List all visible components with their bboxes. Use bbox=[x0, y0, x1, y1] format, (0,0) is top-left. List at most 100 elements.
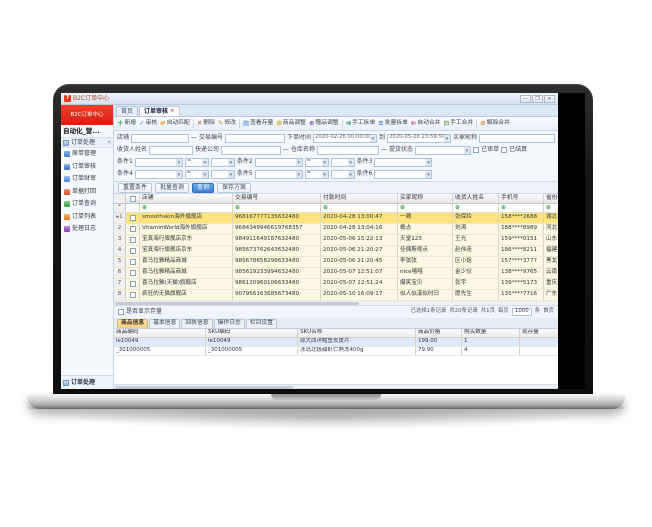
row-checkbox[interactable] bbox=[129, 215, 136, 221]
table-row[interactable]: 8 疯狂的无猫旗舰店 907956163685673480 2020-05-10… bbox=[114, 290, 558, 301]
tab-close-icon[interactable]: × bbox=[170, 107, 175, 114]
condition3-field-select[interactable] bbox=[374, 157, 433, 167]
table-row[interactable]: 6 喜马拉雅精品商城 985619233994632480 2020-05-07… bbox=[114, 268, 558, 279]
horizontal-scrollbar[interactable] bbox=[114, 301, 558, 306]
detail-row[interactable]: le10049 le10049 原大西洋鳕鱼去皮片 199.00 1 bbox=[114, 338, 558, 347]
sidebar-item-process-log[interactable]: 处理日志 bbox=[61, 223, 113, 236]
filter-cell[interactable]: ⊕ bbox=[398, 204, 453, 212]
trade-no-input[interactable] bbox=[225, 133, 286, 143]
edit-button[interactable]: ✎ 修改 bbox=[218, 120, 236, 127]
condition1-op-select[interactable]: = bbox=[184, 157, 209, 167]
sidebar-item-order-query[interactable]: 订单查询 bbox=[61, 198, 113, 211]
table-row[interactable]: 5 喜马拉雅精品商城 985678658298633480 2020-05-06… bbox=[114, 257, 558, 268]
sidebar-bottom-order-processing[interactable]: 订单处理 bbox=[61, 375, 113, 389]
buyer-nick-input[interactable] bbox=[479, 133, 555, 143]
detail-tab-goods-info[interactable]: 商品信息 bbox=[117, 319, 149, 328]
col-sku-name[interactable]: SKU名称 bbox=[298, 329, 416, 337]
detail-row[interactable]: _301000005 _301000005 冰岛北极甜虾仁熟冻400g 79.9… bbox=[114, 347, 558, 356]
row-checkbox[interactable] bbox=[129, 270, 136, 276]
detail-tab-operation-log[interactable]: 操作日志 bbox=[213, 319, 245, 328]
row-checkbox[interactable] bbox=[129, 292, 136, 298]
condition5-value-select[interactable] bbox=[330, 169, 355, 179]
col-shop[interactable]: 店铺 bbox=[140, 194, 233, 203]
reset-conditions-button[interactable]: 重置条件 bbox=[118, 182, 153, 193]
condition6-field-select[interactable] bbox=[374, 169, 433, 179]
sidebar-item-order-audit[interactable]: 订单审核 bbox=[61, 161, 113, 174]
order-time-start-picker[interactable]: 2020-02-26 00:00:00 bbox=[313, 133, 378, 143]
select-all-checkbox[interactable] bbox=[129, 195, 136, 202]
filter-cell[interactable]: ⊕ bbox=[499, 204, 544, 212]
order-time-end-picker[interactable]: 2020-05-26 23:59:59 bbox=[387, 133, 452, 143]
col-trade-no[interactable]: 交易编号 bbox=[233, 194, 321, 203]
filter-cell[interactable]: ⊕ bbox=[140, 204, 233, 212]
table-row[interactable]: 4 宝真海行旗舰店京东 985673762643632480 2020-05-0… bbox=[114, 246, 558, 257]
col-buyer-nick[interactable]: 买家昵称 bbox=[398, 194, 453, 203]
condition5-field-select[interactable] bbox=[254, 169, 303, 179]
manual-merge-button[interactable]: ⊟ 手工合并 bbox=[444, 120, 474, 127]
page-size-input[interactable]: 1000 bbox=[511, 308, 532, 316]
condition4-field-select[interactable] bbox=[134, 169, 183, 179]
condition2-field-select[interactable] bbox=[254, 157, 303, 167]
table-row[interactable]: 2 VitaminWorld海外旗舰店 9684349946619768357 … bbox=[114, 224, 558, 235]
col-sku-code[interactable]: SKU编码 bbox=[206, 329, 298, 337]
condition2-value-select[interactable] bbox=[330, 157, 355, 167]
gift-adjust-button[interactable]: ⊕ 赠品调整 bbox=[309, 120, 339, 127]
query-button[interactable]: 查询 bbox=[192, 182, 215, 193]
table-row[interactable]: 3 宝真海行旗舰店京东 984911649187632480 2020-05-0… bbox=[114, 235, 558, 246]
pick-status-select[interactable] bbox=[415, 145, 472, 155]
col-goods-code[interactable]: 商品编码 bbox=[114, 329, 206, 337]
minimize-button[interactable]: — bbox=[520, 94, 531, 103]
show-stock-checkbox[interactable] bbox=[118, 309, 124, 315]
audit-button[interactable]: ✓ 审核 bbox=[139, 120, 157, 127]
scrollbar-thumb[interactable] bbox=[115, 302, 360, 305]
detail-tab-receipt-info[interactable]: 回执信息 bbox=[181, 319, 213, 328]
condition5-op-select[interactable]: = bbox=[304, 169, 329, 179]
tab-home[interactable]: 首页 bbox=[116, 106, 139, 116]
sidebar-item-raw-orders[interactable]: 原单管理 bbox=[61, 148, 113, 161]
add-button[interactable]: ＋新增 bbox=[117, 120, 136, 127]
warehouse-input[interactable] bbox=[317, 145, 380, 155]
filter-cell[interactable]: ⊕ bbox=[453, 204, 499, 212]
scrollbar-thumb[interactable] bbox=[115, 386, 293, 389]
sidebar-item-order-list[interactable]: 订单列表 bbox=[61, 211, 113, 224]
maximize-button[interactable]: ❐ bbox=[532, 94, 543, 103]
tab-order-audit[interactable]: 订单审核 × bbox=[139, 106, 180, 116]
col-pay-time[interactable]: 付款时间 bbox=[321, 194, 398, 203]
express-input[interactable] bbox=[221, 145, 282, 155]
col-price[interactable]: 商品价格 bbox=[416, 329, 462, 337]
audited-checkbox[interactable] bbox=[473, 147, 480, 153]
sidebar-group-order-processing[interactable]: 订单处理 « bbox=[61, 137, 113, 148]
unmerge-button[interactable]: ⊘ 解除合并 bbox=[480, 120, 510, 127]
manual-split-button[interactable]: ⇉ 手工拆单 bbox=[346, 120, 376, 127]
batch-split-button[interactable]: ≡ 批量拆单 bbox=[378, 120, 408, 127]
sidebar-item-order-finance-audit[interactable]: 订单财审 bbox=[61, 173, 113, 186]
col-qty[interactable]: 购买数量 bbox=[462, 329, 520, 337]
condition1-field-select[interactable] bbox=[134, 157, 183, 167]
receiver-name-input[interactable] bbox=[149, 145, 194, 155]
shop-input[interactable] bbox=[131, 133, 190, 143]
row-checkbox[interactable] bbox=[129, 226, 136, 232]
condition4-value-select[interactable] bbox=[210, 169, 235, 179]
sidebar-item-order-reject[interactable]: 单据打回 bbox=[61, 186, 113, 199]
filter-cell[interactable]: ⊕ bbox=[233, 204, 321, 212]
row-checkbox[interactable] bbox=[129, 259, 136, 265]
col-phone[interactable]: 手机号 bbox=[499, 194, 544, 203]
table-row[interactable]: ▸ 1 smoothskin海外旗舰店 968167777135632480 20… bbox=[114, 213, 558, 224]
col-stock[interactable]: 现存量 bbox=[520, 329, 585, 337]
close-button[interactable]: ✕ bbox=[544, 94, 555, 103]
detail-tab-basic-info[interactable]: 基本信息 bbox=[149, 319, 181, 328]
filter-cell[interactable]: ⊕ bbox=[321, 204, 398, 212]
condition4-op-select[interactable]: = bbox=[184, 169, 209, 179]
collapse-icon[interactable]: « bbox=[107, 138, 111, 146]
auto-merge-button[interactable]: ⇇ 自动合并 bbox=[411, 120, 441, 127]
auto-match-button[interactable]: ⇄ 自动匹配 bbox=[160, 120, 190, 127]
table-row[interactable]: 7 喜马拉雅(天猫)旗舰店 986120960106633480 2020-05… bbox=[114, 279, 558, 290]
first-page-button[interactable]: 首页 bbox=[543, 308, 554, 315]
settled-checkbox[interactable] bbox=[501, 147, 508, 153]
delete-button[interactable]: ✕ 删除 bbox=[197, 120, 215, 127]
view-stock-button[interactable]: ▤ 查看存量 bbox=[243, 120, 273, 127]
col-province[interactable]: 省份 bbox=[546, 194, 558, 201]
row-checkbox[interactable] bbox=[129, 281, 136, 287]
row-checkbox[interactable] bbox=[129, 237, 136, 243]
col-receiver[interactable]: 收货人姓名 bbox=[453, 194, 499, 203]
